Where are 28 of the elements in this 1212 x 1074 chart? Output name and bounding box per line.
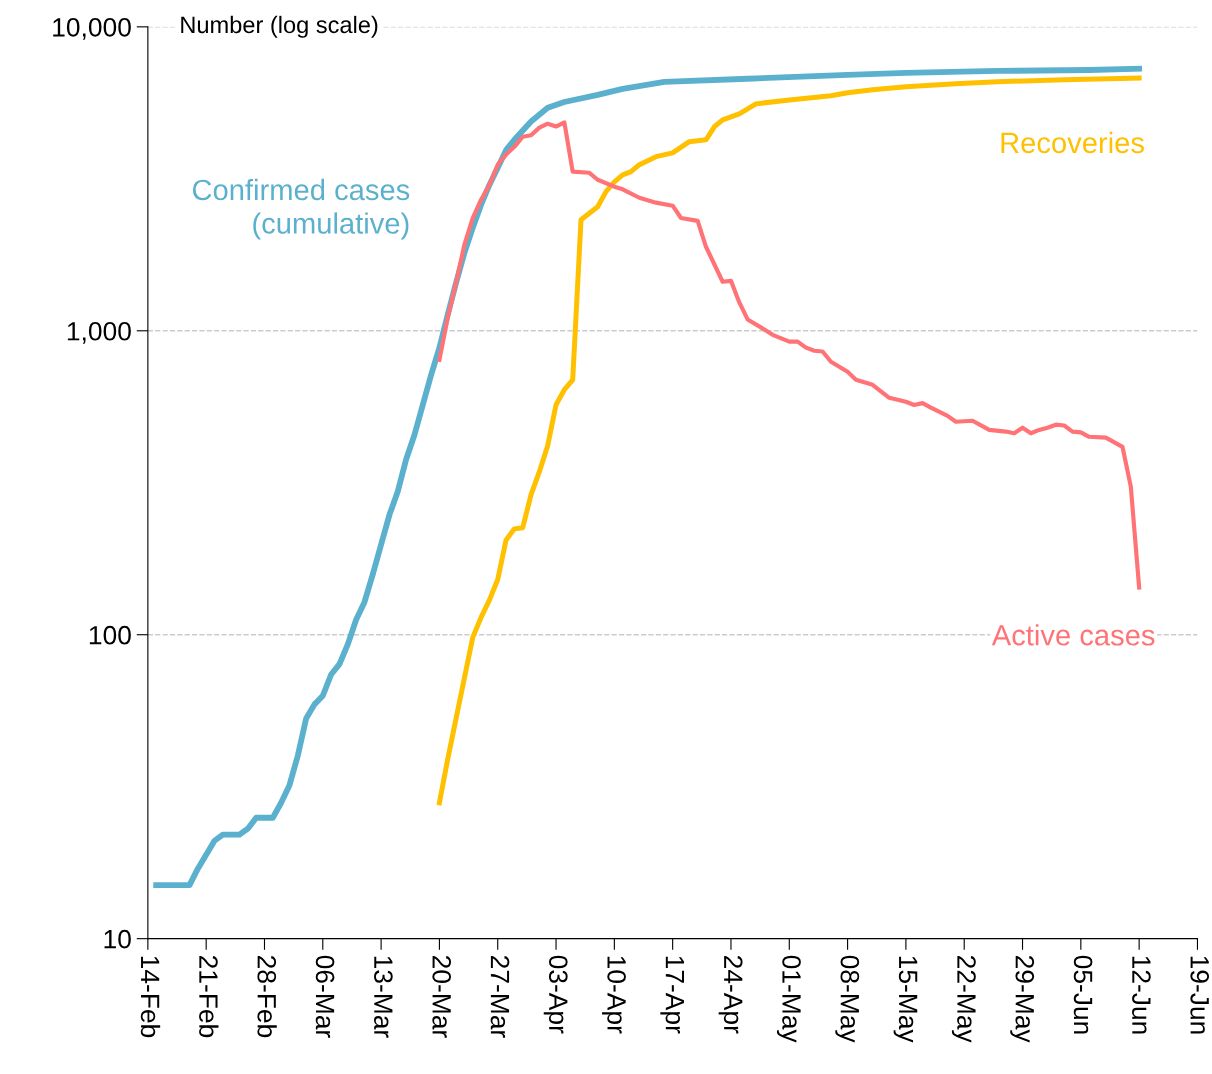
series-label: Active cases bbox=[991, 624, 1155, 646]
x-tick-label: 12-Jun bbox=[1132, 956, 1151, 1034]
x-tick-label: 08-May bbox=[835, 955, 860, 1043]
y-axis-title: Number (log scale) bbox=[181, 15, 378, 38]
x-tick-label: 29-May bbox=[1010, 955, 1035, 1043]
x-tick-label: 14-Feb bbox=[140, 956, 161, 1038]
y-tick-label: 10,000 bbox=[53, 17, 131, 40]
x-tick-label: 17-Apr bbox=[660, 956, 684, 1034]
x-tick-label: 27-Mar bbox=[490, 955, 510, 1038]
x-tick-label: 13-Mar bbox=[374, 956, 393, 1038]
x-tick-label: 03-Apr bbox=[543, 955, 568, 1034]
x-tick-label: 01-May bbox=[776, 955, 801, 1043]
x-tick-label: 05-Jun bbox=[1073, 955, 1093, 1034]
x-tick-label: 15-May bbox=[893, 956, 918, 1043]
series-label: Recoveries bbox=[1001, 131, 1144, 154]
x-tick-label: 22-May bbox=[951, 955, 976, 1043]
x-tick-label: 19-Jun bbox=[1190, 956, 1210, 1034]
line-series bbox=[437, 120, 1142, 590]
y-tick-label: 1,000 bbox=[67, 321, 131, 344]
y-tick-label: 100 bbox=[89, 625, 131, 645]
x-tick-label: 21-Feb bbox=[199, 955, 219, 1038]
y-tick-label: 10 bbox=[104, 929, 131, 949]
x-tick-label: 10-Apr bbox=[602, 956, 626, 1034]
x-tick-label: 06-Mar bbox=[315, 955, 335, 1038]
x-tick-label: 20-Mar bbox=[432, 955, 452, 1038]
x-tick-label: 28-Feb bbox=[257, 955, 277, 1038]
x-tick-label: 24-Apr bbox=[718, 955, 743, 1034]
series-label: Confirmed cases (cumulative) bbox=[192, 178, 410, 240]
